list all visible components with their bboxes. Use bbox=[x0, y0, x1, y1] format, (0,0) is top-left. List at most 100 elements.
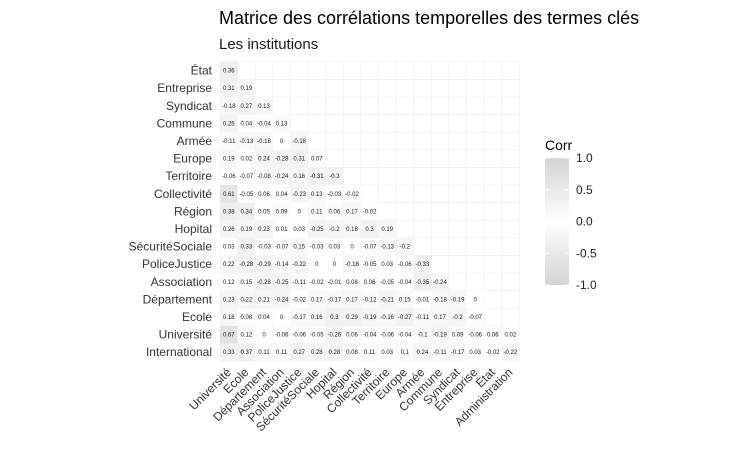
y-axis-label: PoliceJustice bbox=[142, 257, 212, 271]
cell-value-label: 0.33 bbox=[223, 350, 235, 356]
heatmap-cell bbox=[290, 167, 308, 185]
cell-value-label: 0.19 bbox=[381, 227, 393, 233]
heatmap-cell bbox=[396, 308, 414, 326]
cell-value-label: 0.37 bbox=[241, 350, 253, 356]
heatmap-cell bbox=[272, 273, 291, 291]
heatmap-cell bbox=[431, 273, 449, 291]
cell-value-label: 0.03 bbox=[293, 227, 305, 233]
heatmap-cell bbox=[378, 273, 396, 291]
heatmap-cells: 0.33 0.37 0.11 0.11 0.27 0.28 0.28 0.08 0.11 0.03… bbox=[220, 61, 520, 361]
cell-value-label: 0 bbox=[280, 139, 284, 145]
heatmap-cell bbox=[413, 308, 432, 326]
heatmap-cell bbox=[237, 308, 256, 326]
cell-value-label: 0.09 bbox=[276, 209, 288, 215]
heatmap-cell bbox=[308, 325, 326, 344]
cell-value-label: -0.17 bbox=[328, 297, 342, 303]
heatmap-cell bbox=[272, 255, 291, 273]
heatmap-cell bbox=[501, 343, 520, 361]
cell-value-label: 0.05 bbox=[258, 209, 270, 215]
cell-value-label: -0.13 bbox=[240, 139, 254, 145]
cell-value-label: 0 bbox=[474, 297, 478, 303]
cell-value-label: 0.02 bbox=[505, 333, 517, 339]
heatmap-cell bbox=[237, 343, 256, 361]
heatmap-cell bbox=[220, 290, 238, 309]
cell-value-label: 0 bbox=[333, 262, 337, 268]
cell-value-label: 0.04 bbox=[276, 192, 288, 198]
cell-value-label: -0.28 bbox=[240, 262, 254, 268]
heatmap-cell bbox=[272, 220, 291, 238]
cell-value-label: -0.27 bbox=[398, 315, 412, 321]
heatmap-cell bbox=[290, 290, 308, 309]
cell-value-label: -0.04 bbox=[363, 333, 377, 339]
cell-value-label: 0.09 bbox=[452, 333, 464, 339]
heatmap-cell bbox=[255, 132, 273, 150]
cell-value-label: -0.25 bbox=[310, 227, 324, 233]
y-axis-label: Région bbox=[174, 204, 212, 218]
cell-value-label: 0.13 bbox=[311, 192, 323, 198]
cell-value-label: 0.16 bbox=[293, 174, 305, 180]
cell-value-label: -0.28 bbox=[275, 157, 289, 163]
cell-value-label: 0.27 bbox=[241, 104, 253, 110]
cell-value-label: 0.19 bbox=[241, 86, 253, 92]
cell-value-label: 0.27 bbox=[293, 350, 305, 356]
cell-value-label: 0.67 bbox=[223, 333, 235, 339]
heatmap-cell bbox=[272, 149, 291, 168]
y-axis-label: Ecole bbox=[182, 310, 212, 324]
heatmap-cell bbox=[343, 185, 361, 203]
heatmap-cell bbox=[396, 237, 414, 256]
cell-value-label: 0.31 bbox=[293, 157, 305, 163]
heatmap-cell bbox=[325, 290, 344, 309]
heatmap-cell bbox=[220, 308, 238, 326]
cell-value-label: 0.25 bbox=[223, 121, 235, 127]
heatmap-cell bbox=[360, 290, 379, 309]
y-axis-label: Commune bbox=[157, 116, 213, 130]
heatmap-cell bbox=[220, 167, 238, 185]
heatmap-cell bbox=[220, 149, 238, 168]
cell-value-label: -0.03 bbox=[328, 192, 342, 198]
cell-value-label: -0.01 bbox=[416, 297, 430, 303]
heatmap-cell bbox=[255, 185, 273, 203]
heatmap-cell bbox=[290, 185, 308, 203]
heatmap-cell bbox=[272, 308, 291, 326]
heatmap-cell bbox=[360, 273, 379, 291]
cell-value-label: 0.06 bbox=[258, 192, 270, 198]
cell-value-label: 0.13 bbox=[258, 104, 270, 110]
cell-value-label: 0.17 bbox=[434, 315, 446, 321]
heatmap-cell bbox=[255, 167, 273, 185]
cell-value-label: 0.03 bbox=[381, 262, 393, 268]
cell-value-label: 0.24 bbox=[258, 157, 270, 163]
heatmap-cell bbox=[255, 290, 273, 309]
x-axis-labels: UniversitéEcoleDépartementAssociationPol… bbox=[186, 364, 515, 434]
cell-value-label: -0.24 bbox=[275, 297, 289, 303]
y-axis-label: Association bbox=[151, 275, 212, 289]
heatmap-cell bbox=[290, 273, 308, 291]
heatmap-cell bbox=[220, 202, 238, 221]
heatmap-cell bbox=[237, 97, 256, 115]
heatmap-cell bbox=[272, 237, 291, 256]
cell-value-label: 0.19 bbox=[241, 227, 253, 233]
heatmap-cell bbox=[360, 308, 379, 326]
cell-value-label: -0.18 bbox=[257, 139, 271, 145]
cell-value-label: 0 bbox=[315, 262, 319, 268]
heatmap-cell bbox=[308, 202, 326, 221]
cell-value-label: -0.13 bbox=[380, 245, 394, 251]
cell-value-label: -0.31 bbox=[310, 174, 324, 180]
cell-value-label: -0.17 bbox=[451, 350, 465, 356]
cell-value-label: -0.01 bbox=[328, 280, 342, 286]
cell-value-label: -0.02 bbox=[310, 280, 324, 286]
heatmap-cell bbox=[237, 273, 256, 291]
heatmap-cell bbox=[308, 308, 326, 326]
cell-value-label: 0.18 bbox=[346, 227, 358, 233]
heatmap-cell bbox=[325, 185, 344, 203]
cell-value-label: 0.11 bbox=[258, 350, 270, 356]
cell-value-label: 0.15 bbox=[293, 245, 305, 251]
cell-value-label: 0.34 bbox=[241, 209, 253, 215]
heatmap-cell bbox=[308, 237, 326, 256]
heatmap-cell bbox=[431, 290, 449, 309]
heatmap-cell bbox=[220, 325, 238, 344]
heatmap-cell bbox=[220, 237, 238, 256]
cell-value-label: 0.11 bbox=[276, 350, 288, 356]
cell-value-label: -0.28 bbox=[257, 280, 271, 286]
heatmap-cell bbox=[343, 343, 361, 361]
cell-value-label: 0.33 bbox=[241, 245, 253, 251]
